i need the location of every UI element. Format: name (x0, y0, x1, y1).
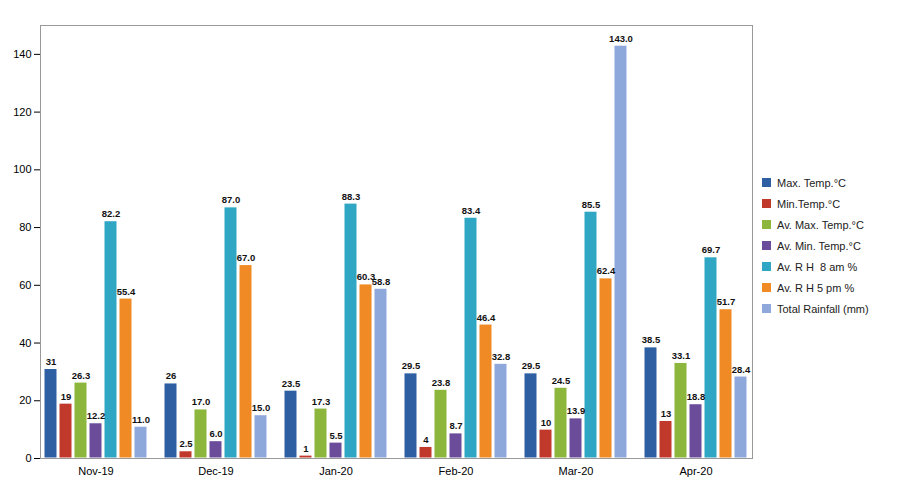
svg-text:32.8: 32.8 (492, 351, 511, 362)
svg-text:Mar-20: Mar-20 (559, 465, 594, 477)
svg-text:4: 4 (423, 434, 429, 445)
svg-text:18.8: 18.8 (687, 391, 706, 402)
html-text:Total Rainfall (mm): Total Rainfall (mm) (777, 302, 869, 315)
svg-text:69.7: 69.7 (702, 244, 721, 255)
svg-text:46.4: 46.4 (477, 312, 496, 323)
svg-text:5.5: 5.5 (329, 430, 343, 441)
svg-text:80: 80 (19, 221, 31, 233)
svg-text:Apr-20: Apr-20 (679, 465, 712, 477)
svg-text:60.3: 60.3 (356, 271, 376, 283)
svg-text:19: 19 (61, 391, 72, 402)
svg-text:13.9: 13.9 (567, 405, 586, 416)
html-text:Av. Max. Temp.°C: Av. Max. Temp.°C (777, 218, 864, 231)
svg-text:17.3: 17.3 (312, 396, 331, 407)
svg-text:29.5: 29.5 (522, 360, 541, 371)
svg-text:20: 20 (19, 394, 31, 406)
html-text:Av. R H 8 am %: Av. R H 8 am % (777, 260, 858, 273)
svg-text:1: 1 (303, 443, 309, 454)
svg-text:87.0: 87.0 (222, 194, 241, 205)
svg-text:33.1: 33.1 (672, 350, 691, 361)
svg-text:8.7: 8.7 (449, 420, 462, 431)
svg-text:51.7: 51.7 (717, 296, 736, 307)
svg-text:88.3: 88.3 (342, 191, 361, 202)
svg-text:12.2: 12.2 (87, 410, 106, 421)
svg-text:100: 100 (13, 163, 31, 175)
svg-text:28.4: 28.4 (732, 364, 751, 375)
svg-text:26: 26 (166, 370, 177, 381)
html-text:Min.Temp.°C: Min.Temp.°C (777, 197, 841, 210)
svg-text:Nov-19: Nov-19 (78, 465, 113, 477)
svg-text:58.8: 58.8 (372, 276, 391, 287)
svg-text:2.5: 2.5 (179, 438, 193, 449)
svg-text:29.5: 29.5 (402, 360, 421, 371)
svg-text:143.0: 143.0 (609, 33, 633, 44)
svg-text:23.5: 23.5 (282, 378, 301, 389)
svg-text:23.8: 23.8 (432, 377, 451, 388)
svg-text:Dec-19: Dec-19 (198, 465, 233, 477)
html-text:Max. Temp.°C: Max. Temp.°C (777, 176, 846, 189)
svg-text:26.3: 26.3 (72, 370, 91, 381)
svg-text:0: 0 (25, 452, 31, 464)
svg-text:6.0: 6.0 (209, 428, 222, 439)
html-text:Av. Min. Temp.°C: Av. Min. Temp.°C (777, 239, 861, 252)
svg-text:83.4: 83.4 (462, 205, 481, 216)
svg-text:10: 10 (541, 417, 552, 428)
svg-text:60: 60 (19, 279, 31, 291)
svg-text:13: 13 (661, 408, 672, 419)
svg-text:15.0: 15.0 (252, 402, 271, 413)
svg-text:55.4: 55.4 (117, 286, 136, 297)
svg-text:140: 140 (13, 48, 31, 60)
svg-text:120: 120 (13, 106, 31, 118)
svg-text:62.4: 62.4 (597, 265, 616, 276)
svg-text:Jan-20: Jan-20 (319, 465, 353, 477)
svg-text:11.0: 11.0 (132, 414, 150, 425)
svg-text:31: 31 (46, 356, 57, 367)
svg-text:82.2: 82.2 (102, 208, 121, 219)
svg-text:Feb-20: Feb-20 (439, 465, 474, 477)
html-text:Av. R H 5 pm %: Av. R H 5 pm % (777, 281, 855, 294)
svg-text:85.5: 85.5 (582, 199, 601, 210)
svg-text:67.0: 67.0 (237, 252, 256, 263)
svg-text:40: 40 (19, 337, 31, 349)
svg-text:17.0: 17.0 (192, 396, 211, 407)
svg-text:24.5: 24.5 (552, 375, 571, 386)
svg-text:38.5: 38.5 (642, 334, 661, 345)
